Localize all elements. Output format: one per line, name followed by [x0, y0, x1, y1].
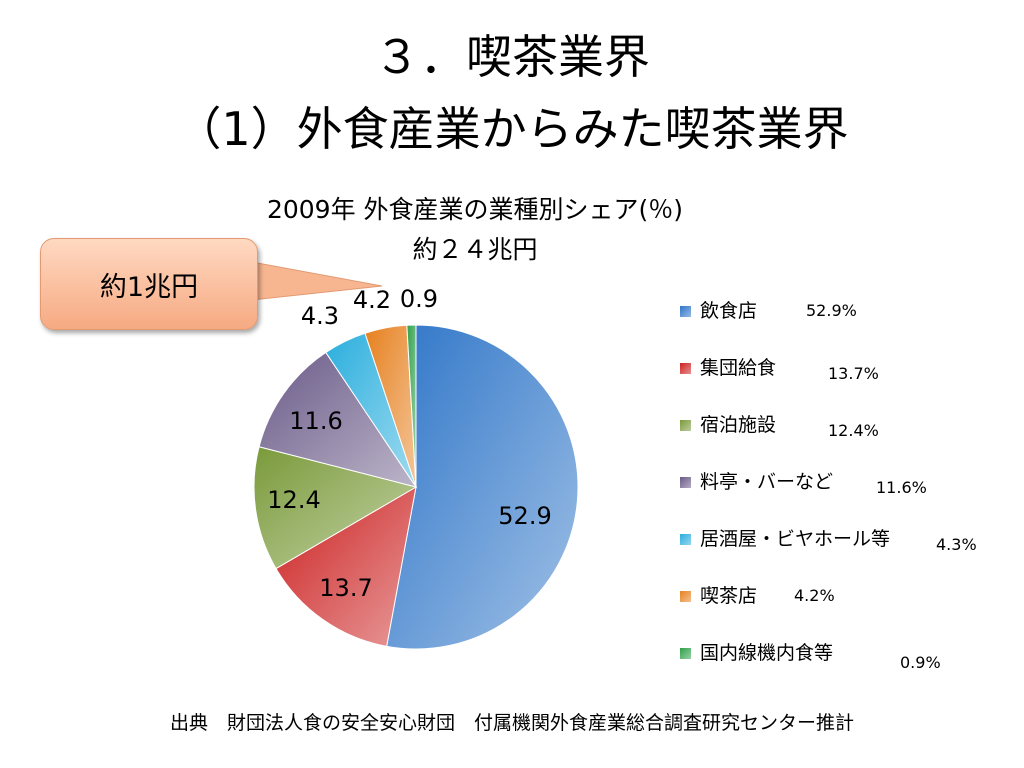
slide-title-line1: ３．喫茶業界 [374, 30, 650, 84]
legend-swatch [680, 477, 691, 488]
pie-slice-4 [258, 351, 418, 488]
pie-slice-7 [406, 324, 417, 488]
callout-text: 約1兆円 [99, 271, 199, 303]
pie-data-label-3: 12.4 [267, 486, 320, 514]
legend-item: 集団給食 13.7% [680, 353, 1000, 383]
legend-swatch [680, 591, 691, 602]
legend-label: 宿泊施設 [700, 414, 777, 436]
pie-data-label-1: 52.9 [498, 502, 551, 530]
callout-box: 約1兆円 [40, 238, 258, 330]
legend-value: 4.3% [936, 535, 977, 554]
source-note: 出典 財団法人食の安全安心財団 付属機関外食産業総合調査研究センター推計 [169, 712, 854, 734]
legend-item: 料亭・バーなど 11.6% [680, 467, 1000, 497]
legend-item: 国内線機内食等 0.9% [680, 638, 1000, 672]
legend-value: 13.7% [828, 364, 879, 383]
legend-swatch [680, 363, 691, 374]
legend-swatch [680, 306, 691, 317]
chart-title: 2009年 外食産業の業種別シェア(％) [266, 195, 684, 224]
legend-item: 飲食店 52.9% [680, 296, 1000, 326]
pie-slice-2 [275, 486, 417, 647]
legend-value: 11.6% [876, 478, 927, 497]
legend-item: 宿泊施設 12.4% [680, 410, 1000, 440]
legend-label: 集団給食 [700, 357, 777, 379]
legend-swatch [680, 534, 691, 545]
pie-data-label-6: 4.2 [353, 286, 391, 314]
pie-slice-1 [386, 324, 579, 650]
legend-label: 国内線機内食等 [700, 642, 834, 664]
legend-value: 52.9% [806, 301, 857, 320]
legend-item: 居酒屋・ビヤホール等 4.3% [680, 524, 1000, 554]
legend-value: 12.4% [828, 421, 879, 440]
legend-label: 飲食店 [700, 300, 758, 322]
legend-label: 居酒屋・ビヤホール等 [700, 528, 891, 550]
pie-data-label-2: 13.7 [319, 574, 372, 602]
legend-swatch [680, 648, 691, 659]
legend-item: 喫茶店 4.2% [680, 581, 1000, 611]
pie-data-label-5: 4.3 [301, 302, 339, 330]
legend-value: 0.9% [900, 653, 941, 672]
pie-slice-3 [253, 446, 418, 570]
legend-swatch [680, 420, 691, 431]
legend-label: 喫茶店 [700, 585, 758, 607]
legend-label: 料亭・バーなど [700, 471, 834, 493]
pie-data-label-7: 0.9 [400, 285, 438, 313]
pie-data-label-4: 11.6 [289, 407, 342, 435]
slide-title-line2: （1）外食産業からみた喫茶業界 [175, 102, 849, 156]
legend-value: 4.2% [794, 586, 835, 605]
chart-subtitle: 約２４兆円 [412, 235, 538, 264]
